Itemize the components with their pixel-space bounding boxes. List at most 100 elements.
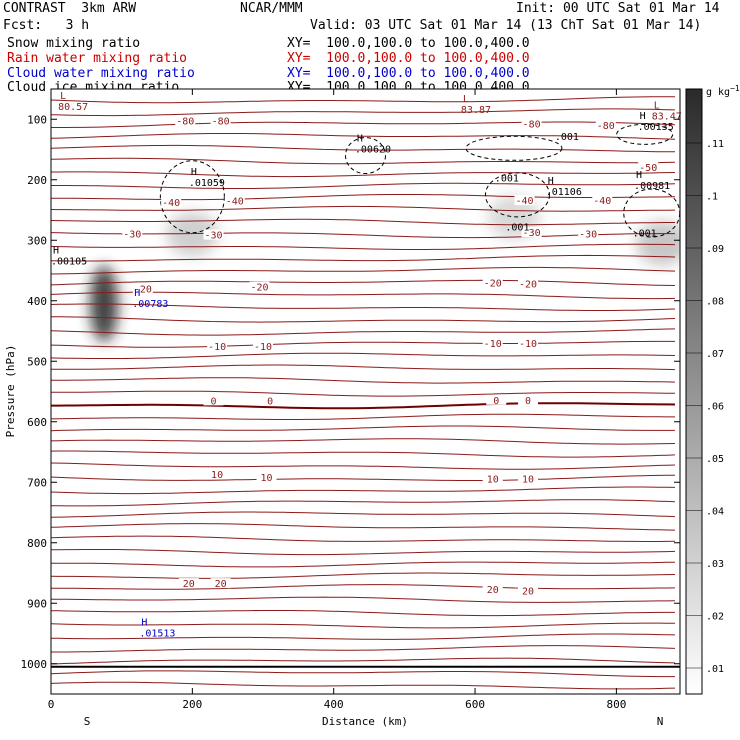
isotherm <box>51 328 676 336</box>
isotherm-zero <box>51 402 676 410</box>
y-tick-label: 1000 <box>21 658 48 671</box>
colorbar: .11 .1 .09 .08 .07 .06 .05 .04 .03 .02 .01 g kg−1 <box>685 84 740 695</box>
temperature-label: -10 <box>519 339 537 350</box>
extremum-value: .01106 <box>546 187 582 198</box>
extremum-value: 80.57 <box>58 102 88 113</box>
y-tick-label: 300 <box>27 234 47 247</box>
isotherm <box>51 681 676 690</box>
temperature-label: 10 <box>261 473 273 484</box>
temperature-label: -20 <box>134 284 152 295</box>
temperature-label: -40 <box>226 197 244 208</box>
isotherm <box>51 316 676 323</box>
extremum-value: .00783 <box>132 299 168 310</box>
temperature-label: -10 <box>484 339 502 350</box>
isotherm <box>51 194 676 201</box>
ice-contour-label: .001 <box>633 229 657 240</box>
isotherm <box>51 157 676 165</box>
isotherm <box>51 108 676 117</box>
y-axis-title: Pressure (hPa) <box>4 345 17 438</box>
contour-labels: -80 -80 -80 -80 -50 -40 -40 -40 -40 -30 -30 -30 -30 -… <box>51 91 682 639</box>
isotherm <box>51 523 676 531</box>
y-tick-label: 700 <box>27 476 47 489</box>
colorbar-label: .11 <box>706 139 724 150</box>
isotherm <box>51 633 676 640</box>
y-tick-label: 400 <box>27 295 47 308</box>
isotherm <box>51 462 676 470</box>
x-tick-label: 800 <box>606 698 626 711</box>
isotherm <box>51 535 676 542</box>
x-tick-label: 200 <box>182 698 202 711</box>
isotherm <box>51 425 675 432</box>
extremum-value: .00620 <box>355 145 391 156</box>
temperature-label: -10 <box>254 342 272 353</box>
isotherm <box>51 438 676 445</box>
extremum-mark: H <box>53 245 59 256</box>
temperature-label-bg <box>122 228 143 239</box>
field-cloud-water-name: Cloud water mixing ratio <box>7 66 195 81</box>
temperature-label-bg <box>482 277 503 288</box>
colorbar-label: .08 <box>706 297 724 308</box>
temperature-label-bg <box>638 161 659 172</box>
colorbar-label: .01 <box>706 664 724 675</box>
temperature-label-bg <box>521 227 542 238</box>
isotherm <box>51 645 676 653</box>
temperature-label: -30 <box>205 231 223 242</box>
isotherm <box>51 390 675 397</box>
colorbar-label: .05 <box>706 454 724 465</box>
isotherm <box>51 205 676 212</box>
temperature-label-bg <box>578 228 599 239</box>
temperature-label-bg <box>203 229 224 240</box>
y-tick-label: 100 <box>27 113 47 126</box>
isotherm <box>51 133 676 140</box>
isotherm <box>51 450 676 458</box>
colorbar-ramp <box>685 88 703 695</box>
temperature-label-bg <box>482 473 503 484</box>
isotherm <box>51 279 676 286</box>
y-tick-label: 600 <box>27 416 47 429</box>
y-tick-label: 500 <box>27 355 47 368</box>
extremum-mark: H <box>548 176 554 187</box>
isotherm <box>51 610 675 617</box>
ice-contour-label: .001 <box>495 174 519 185</box>
temperature-label: -30 <box>123 229 141 240</box>
extremum-mark: H <box>141 618 147 629</box>
extremum-mark: H <box>357 134 363 145</box>
isotherm <box>51 596 676 603</box>
colorbar-label: .06 <box>706 402 724 413</box>
temperature-label-bg <box>207 469 228 480</box>
x-tick-label: 600 <box>465 698 485 711</box>
isotherm <box>51 499 676 507</box>
isotherm <box>51 243 676 250</box>
temperature-label: 20 <box>215 579 227 590</box>
temperature-label: -30 <box>579 229 597 240</box>
y-tick-label: 200 <box>27 174 47 187</box>
temperature-isotherms <box>51 96 680 690</box>
y-tick-label: 900 <box>27 597 47 610</box>
isotherm <box>51 670 675 678</box>
temperature-label: -20 <box>519 280 537 291</box>
isotherm <box>51 144 675 153</box>
temperature-label-bg <box>514 195 535 206</box>
temperature-label: -40 <box>162 198 180 209</box>
field-rain-name: Rain water mixing ratio <box>7 51 188 66</box>
colorbar-label: .07 <box>706 349 724 360</box>
temperature-label-bg <box>249 281 270 292</box>
field-snow-name: Snow mixing ratio <box>7 36 141 51</box>
temperature-label-bg <box>521 118 542 129</box>
temperature-label: -10 <box>208 342 226 353</box>
temperature-label: -80 <box>523 119 541 130</box>
isotherm <box>51 377 676 384</box>
isotherm <box>51 182 676 189</box>
extremum-mark: L <box>654 100 660 111</box>
temperature-label-bg <box>518 473 539 484</box>
temperature-label-bg <box>178 578 199 589</box>
colorbar-label: .03 <box>706 559 724 570</box>
colorbar-labels: .11 .1 .09 .08 .07 .06 .05 .04 .03 .02 .01 <box>686 139 724 675</box>
extremum-mark: L <box>463 94 469 105</box>
temperature-label-bg <box>518 394 539 405</box>
y-tick-label: 800 <box>27 537 47 550</box>
temperature-label-bg <box>595 120 616 131</box>
model-title: CONTRAST 3km ARW <box>3 1 137 16</box>
temperature-label-bg <box>486 394 507 405</box>
temperature-label: 20 <box>487 585 499 596</box>
